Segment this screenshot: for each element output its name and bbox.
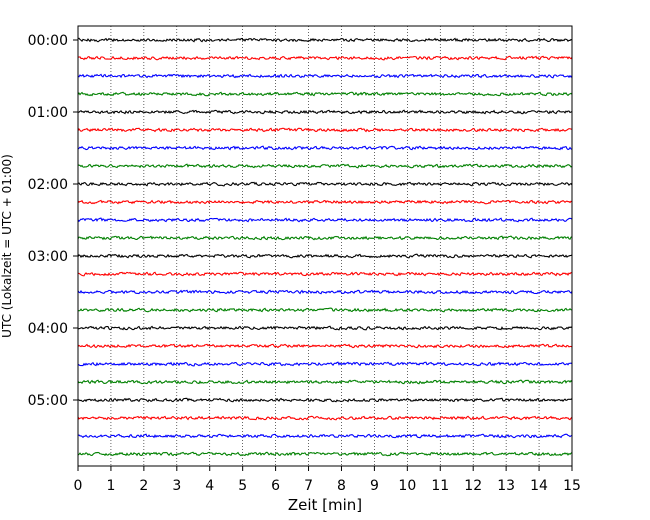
x-tick-label: 9	[370, 478, 379, 494]
seismic-traces	[77, 37, 573, 457]
x-tick-label: 12	[464, 478, 482, 494]
x-tick-label: 6	[271, 478, 280, 494]
trace-row	[77, 163, 573, 169]
x-tick-label: 1	[106, 478, 115, 494]
trace-row	[77, 397, 573, 403]
trace-row	[77, 325, 573, 331]
x-axis-ticks: 0 1 2 3 4 5 6 7 8 9 10 11 12 13 14 15	[74, 466, 581, 494]
y-axis-ticks: 00:00 01:00 02:00 03:00 04:00 05:00	[28, 33, 78, 409]
trace-row	[77, 127, 573, 133]
trace-row	[77, 145, 573, 151]
trace-row	[77, 379, 573, 385]
x-tick-label: 11	[431, 478, 449, 494]
x-tick-label: 0	[74, 478, 83, 494]
y-tick-label: 05:00	[28, 393, 68, 409]
x-tick-label: 2	[139, 478, 148, 494]
trace-row	[77, 271, 573, 277]
trace-row	[77, 73, 573, 79]
x-gridlines	[110, 26, 540, 466]
trace-row	[77, 253, 573, 259]
x-tick-label: 5	[238, 478, 247, 494]
trace-row	[77, 199, 573, 205]
x-tick-label: 14	[530, 478, 548, 494]
trace-row	[77, 109, 573, 115]
trace-row	[77, 55, 573, 61]
x-tick-label: 4	[205, 478, 214, 494]
trace-row	[77, 415, 573, 421]
trace-row	[77, 217, 573, 223]
x-tick-label: 13	[497, 478, 515, 494]
trace-row	[77, 343, 573, 349]
y-tick-label: 03:00	[28, 249, 68, 265]
trace-row	[77, 289, 573, 295]
y-axis-label: UTC (Lokalzeit = UTC + 01:00)	[0, 154, 14, 338]
y-tick-label: 01:00	[28, 105, 68, 121]
trace-row	[77, 307, 573, 313]
x-tick-label: 8	[337, 478, 346, 494]
x-tick-label: 7	[304, 478, 313, 494]
y-tick-label: 02:00	[28, 177, 68, 193]
x-tick-label: 10	[398, 478, 416, 494]
trace-row	[77, 451, 573, 457]
plot-frame	[77, 25, 573, 467]
trace-row	[77, 433, 573, 439]
trace-row	[77, 37, 573, 43]
x-axis-label: Zeit [min]	[288, 496, 362, 514]
x-tick-label: 15	[563, 478, 581, 494]
trace-row	[77, 235, 573, 241]
y-tick-label: 04:00	[28, 321, 68, 337]
x-tick-label: 3	[172, 478, 181, 494]
trace-row	[77, 91, 573, 97]
trace-row	[77, 181, 573, 187]
trace-row	[77, 361, 573, 367]
y-tick-label: 00:00	[28, 33, 68, 49]
